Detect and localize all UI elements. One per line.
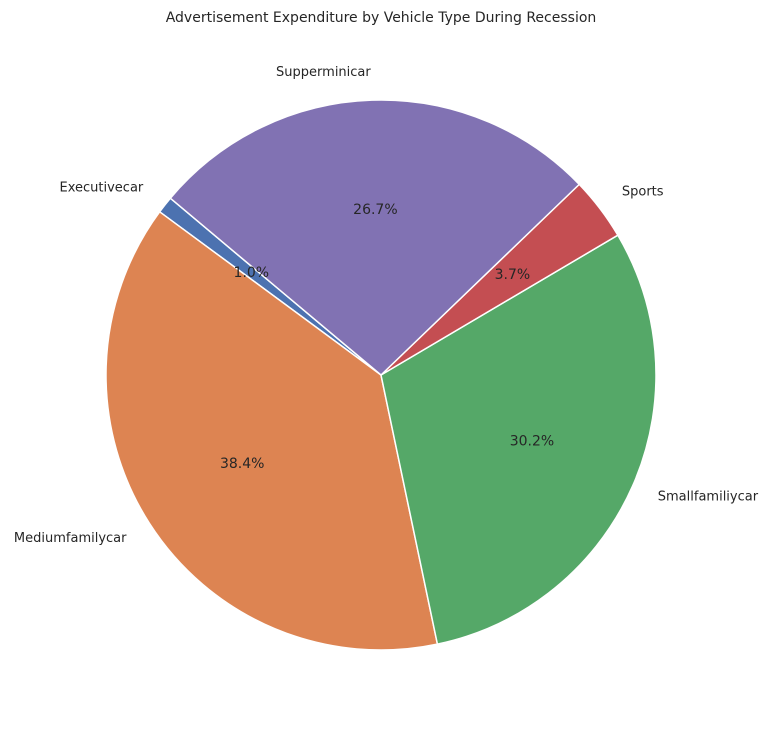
pie-slice-supperminicar xyxy=(169,99,580,376)
pie-slice-mediumfamilycar xyxy=(105,211,439,651)
pct-label-sports: 3.7% xyxy=(495,267,531,283)
pie-slice-smallfamiliycar xyxy=(380,234,657,645)
pct-label-smallfamiliycar: 30.2% xyxy=(510,434,554,450)
pie-labels: Executivecar 1.0% Mediumfamilycar 38.4% Smal… xyxy=(14,65,759,546)
slice-label-smallfamiliycar: Smallfamiliycar xyxy=(658,490,759,505)
slice-label-supperminicar: Supperminicar xyxy=(276,65,371,80)
slice-label-mediumfamilycar: Mediumfamilycar xyxy=(14,531,127,546)
chart-title: Advertisement Expenditure by Vehicle Typ… xyxy=(166,10,597,26)
pct-label-executivecar: 1.0% xyxy=(234,265,270,281)
pct-label-mediumfamilycar: 38.4% xyxy=(220,456,264,472)
pie-slices xyxy=(105,99,657,651)
slice-label-sports: Sports xyxy=(622,185,664,200)
pct-label-supperminicar: 26.7% xyxy=(353,202,397,218)
slice-label-executivecar: Executivecar xyxy=(60,180,144,195)
